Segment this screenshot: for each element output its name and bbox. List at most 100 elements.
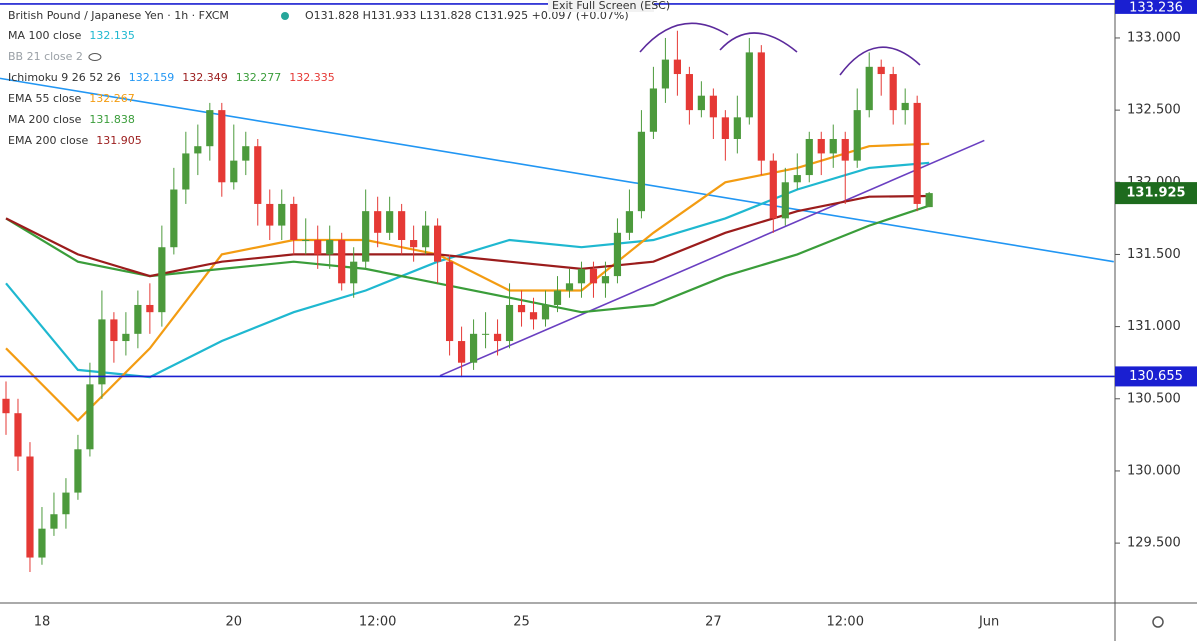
- candle-body: [446, 261, 454, 342]
- candle-body: [817, 138, 825, 154]
- candle-body: [625, 211, 634, 233]
- trendline: [439, 139, 985, 377]
- candle-body: [517, 304, 526, 313]
- y-tick-label: 130.000: [1127, 463, 1181, 478]
- candle-body: [410, 240, 418, 248]
- candle-body: [38, 528, 46, 558]
- candle-body: [398, 211, 406, 241]
- candle-body: [805, 138, 813, 176]
- candle-body: [170, 189, 178, 248]
- candle-body: [769, 160, 777, 219]
- legend-value: 131.905: [96, 134, 142, 147]
- candle-body: [577, 268, 586, 284]
- candle-body: [218, 110, 226, 183]
- candle-body: [434, 225, 442, 262]
- candle-body: [565, 283, 574, 291]
- candle-body: [362, 211, 370, 262]
- pattern-arc: [719, 32, 798, 53]
- legend-name: MA 100 close: [8, 29, 82, 42]
- candle-body: [721, 117, 729, 139]
- candle-body: [841, 138, 849, 161]
- legend-value: 132.335: [289, 71, 335, 84]
- x-tick-label: 20: [226, 615, 243, 630]
- candle-body: [493, 333, 502, 342]
- x-tick-label: 12:00: [827, 615, 864, 630]
- visibility-icon: [88, 53, 102, 61]
- legend-value: 132.159: [129, 71, 175, 84]
- candle-body: [781, 182, 789, 219]
- overlay-box[interactable]: [548, 0, 654, 12]
- legend-value: 132.135: [89, 29, 135, 42]
- x-tick-label: 18: [34, 615, 51, 630]
- candle-body: [74, 449, 82, 493]
- x-tick-label: 12:00: [359, 615, 396, 630]
- price-label: 130.655: [1129, 369, 1183, 384]
- candle-body: [613, 232, 622, 277]
- candle-body: [314, 240, 322, 255]
- candle-body: [290, 203, 298, 241]
- candle-body: [302, 240, 310, 242]
- candle-body: [505, 304, 514, 342]
- candle-body: [589, 268, 598, 284]
- y-tick-label: 131.500: [1127, 247, 1181, 262]
- candle-body: [733, 117, 741, 139]
- candle-body: [829, 138, 837, 154]
- candle-body: [697, 95, 705, 111]
- candle-body: [278, 203, 286, 226]
- candle-body: [206, 110, 214, 147]
- candle-body: [158, 247, 166, 313]
- candle-body: [601, 276, 610, 284]
- candle-body: [422, 225, 430, 248]
- candle-body: [110, 319, 118, 342]
- candle-body: [374, 211, 382, 233]
- plot-area: [0, 3, 1115, 572]
- candle-body: [853, 110, 861, 161]
- candle-body: [14, 413, 22, 457]
- candle-body: [793, 175, 801, 183]
- candle-body: [350, 261, 358, 284]
- candle-body: [338, 240, 346, 284]
- candle-body: [865, 66, 873, 111]
- candle-body: [326, 240, 334, 255]
- candle-body: [661, 59, 669, 89]
- y-tick-label: 130.500: [1127, 391, 1181, 406]
- candle-body: [2, 398, 10, 414]
- candle-body: [649, 88, 658, 132]
- candle-body: [877, 66, 885, 75]
- status-dot: [281, 12, 289, 20]
- candle-body: [901, 102, 909, 111]
- y-tick-label: 133.000: [1127, 30, 1181, 45]
- price-label-box: [1115, 366, 1197, 387]
- legend: British Pound / Japanese Yen · 1h · FXCM…: [8, 0, 670, 147]
- last-price-label: 131.925: [1126, 186, 1185, 201]
- candle-body: [50, 514, 58, 529]
- settings-icon[interactable]: [1152, 616, 1164, 628]
- candle-body: [757, 52, 765, 161]
- candle-body: [182, 153, 190, 190]
- candle-body: [709, 95, 717, 118]
- y-tick-label: 131.000: [1127, 319, 1181, 334]
- candle-body: [86, 384, 94, 450]
- candle-body: [553, 290, 562, 305]
- price-label-box: [1115, 0, 1197, 14]
- overlay-text[interactable]: Exit Full Screen (ESC): [552, 0, 670, 12]
- price-label: 133.236: [1129, 0, 1183, 15]
- candle-body: [122, 333, 130, 342]
- candle-body: [230, 160, 238, 183]
- legend-name: EMA 55 close: [8, 92, 82, 105]
- candle-body: [469, 333, 478, 363]
- legend-name: BB 21 close 2: [8, 50, 83, 63]
- legend-value: 131.838: [89, 113, 135, 126]
- legend-name: MA 200 close: [8, 113, 82, 126]
- candle-body: [98, 319, 106, 385]
- legend-name: Ichimoku 9 26 52 26: [8, 71, 121, 84]
- candle-body: [457, 341, 466, 363]
- candle-body: [254, 146, 262, 204]
- candle-body: [541, 304, 550, 320]
- trendline: [0, 77, 1114, 263]
- x-tick-label: 27: [705, 615, 722, 630]
- symbol-title: British Pound / Japanese Yen · 1h · FXCM: [8, 9, 229, 22]
- legend-value: 132.267: [89, 92, 135, 105]
